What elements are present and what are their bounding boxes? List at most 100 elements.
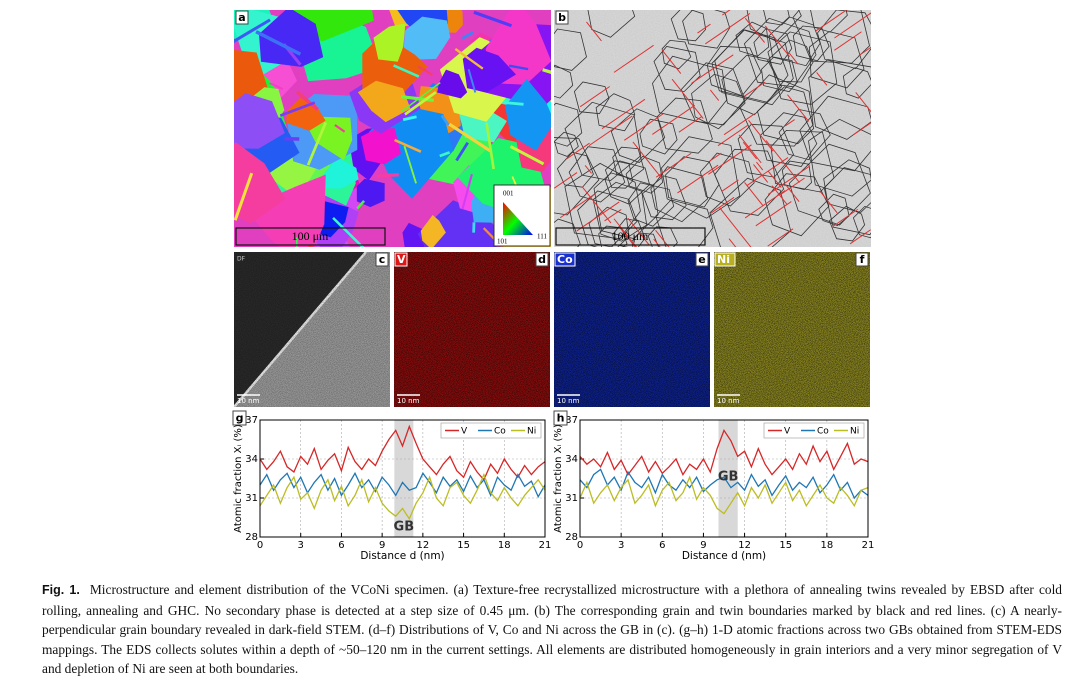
grain-boundary bbox=[828, 205, 866, 242]
x-tick-label: 6 bbox=[659, 540, 665, 551]
x-axis-label: Distance d (nm) bbox=[682, 550, 766, 562]
twin bbox=[295, 237, 298, 247]
plot-frame bbox=[579, 419, 869, 538]
y-tick-label: 34 bbox=[245, 454, 258, 465]
grain-boundary bbox=[588, 206, 630, 247]
x-tick-label: 21 bbox=[539, 540, 552, 551]
twin-boundary bbox=[742, 141, 758, 160]
grain-boundary bbox=[612, 218, 646, 247]
twin-boundary bbox=[671, 78, 704, 119]
grain-boundary bbox=[817, 10, 871, 70]
scale-bar-label: 10 nm bbox=[237, 397, 260, 405]
twin-boundary bbox=[787, 94, 810, 122]
x-tick-label: 12 bbox=[416, 540, 429, 551]
panel-label: e bbox=[698, 253, 705, 266]
twin-boundary bbox=[784, 119, 795, 127]
caption: Fig. 1. Microstructure and element distri… bbox=[42, 580, 1062, 679]
twin-boundary bbox=[834, 12, 871, 39]
grain bbox=[356, 178, 385, 208]
grain-boundary bbox=[852, 205, 871, 239]
twin-boundary bbox=[697, 23, 711, 34]
twin-boundary bbox=[744, 182, 764, 206]
boundary-map bbox=[554, 10, 871, 247]
twin-boundary bbox=[704, 13, 751, 45]
panel-label: d bbox=[538, 253, 546, 266]
grain-boundary bbox=[554, 131, 579, 157]
twin bbox=[269, 82, 284, 90]
twin-boundary bbox=[677, 164, 719, 194]
grain bbox=[360, 128, 401, 165]
twin-boundary bbox=[710, 196, 735, 214]
panel-label: c bbox=[379, 253, 386, 266]
twin-boundary bbox=[559, 193, 595, 219]
twin-boundary bbox=[579, 86, 610, 108]
twin-boundary bbox=[624, 113, 664, 141]
twin bbox=[306, 121, 328, 166]
grain-boundary bbox=[746, 10, 802, 42]
twin-boundary bbox=[755, 201, 792, 227]
twin bbox=[401, 82, 441, 112]
y-tick-label: 31 bbox=[565, 493, 578, 504]
caption-text: Microstructure and element distribution … bbox=[42, 582, 1063, 676]
twin-boundary bbox=[728, 238, 737, 247]
twin-boundary bbox=[584, 165, 592, 174]
panel-label: g bbox=[236, 412, 244, 425]
gb-band bbox=[718, 420, 738, 537]
legend-label: Ni bbox=[850, 427, 859, 437]
twin bbox=[393, 64, 420, 78]
twin bbox=[255, 30, 302, 56]
twin-boundary bbox=[708, 144, 752, 175]
element-label-box bbox=[554, 252, 576, 267]
panel-label-box bbox=[375, 252, 389, 267]
twin bbox=[308, 245, 315, 247]
series-line bbox=[579, 468, 869, 500]
grain-boundary bbox=[810, 10, 848, 33]
grain-boundary bbox=[642, 175, 687, 221]
element-label-box bbox=[714, 252, 736, 267]
grain-boundary bbox=[653, 46, 701, 92]
twin-boundary bbox=[756, 161, 764, 171]
twin-boundary bbox=[604, 209, 622, 222]
grain-boundary bbox=[652, 55, 728, 125]
grain-boundary bbox=[753, 28, 793, 65]
twin bbox=[473, 10, 513, 28]
grain bbox=[322, 157, 359, 189]
y-tick-label: 37 bbox=[565, 415, 578, 426]
twin bbox=[376, 173, 399, 178]
grain bbox=[402, 222, 427, 247]
ipf-triangle bbox=[503, 202, 533, 235]
twin bbox=[394, 138, 422, 153]
twin-boundary bbox=[655, 152, 692, 178]
twin-boundary bbox=[744, 17, 765, 43]
panel-label-box bbox=[855, 252, 869, 267]
twin bbox=[234, 18, 271, 43]
grain-boundary bbox=[714, 29, 794, 106]
legend-label: Co bbox=[817, 427, 829, 437]
twin-boundary bbox=[779, 177, 805, 196]
grain-boundary bbox=[661, 136, 741, 219]
v-map-noise bbox=[394, 252, 550, 407]
grain-boundary bbox=[554, 218, 581, 247]
grain-boundary bbox=[767, 31, 838, 105]
x-tick-label: 15 bbox=[457, 540, 470, 551]
x-tick-label: 9 bbox=[379, 540, 385, 551]
grain-boundary bbox=[768, 16, 821, 67]
x-axis-label: Distance d (nm) bbox=[360, 550, 444, 562]
annotation: GB bbox=[718, 470, 739, 485]
grain-boundary bbox=[564, 162, 641, 240]
grain bbox=[505, 78, 551, 151]
grain-boundary bbox=[764, 173, 830, 237]
twin-boundary bbox=[721, 179, 739, 192]
twin bbox=[454, 47, 484, 70]
twin-boundary bbox=[767, 166, 810, 195]
twin-boundary bbox=[678, 116, 702, 133]
grain-boundary bbox=[792, 25, 830, 62]
grain bbox=[259, 10, 324, 67]
twin-boundary bbox=[618, 226, 636, 247]
grain bbox=[234, 142, 286, 224]
grain-boundary bbox=[595, 93, 636, 132]
grain-boundary bbox=[554, 102, 583, 147]
twin bbox=[542, 68, 551, 75]
twin bbox=[467, 68, 477, 93]
x-tick-label: 0 bbox=[577, 540, 583, 551]
